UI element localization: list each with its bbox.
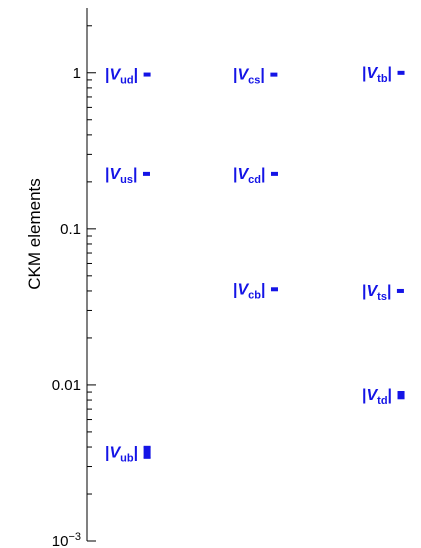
point-marker (397, 391, 405, 399)
point-label: |Vcs| (233, 67, 265, 87)
point-label: |Vtb| (362, 65, 392, 85)
data-point-group: |Vud| (105, 67, 151, 87)
data-point-group: |Vts| (362, 283, 404, 303)
y-tick-label: 0.1 (60, 221, 81, 238)
y-axis-title: CKM elements (25, 178, 44, 289)
data-point-group: |Vcb| (233, 281, 278, 301)
data-point-group: |Vcs| (233, 67, 278, 87)
data-point-group: |Vcd| (233, 166, 278, 186)
point-marker (270, 171, 278, 176)
point-label: |Vud| (105, 67, 138, 87)
data-point-group: |Vtb| (362, 65, 405, 85)
point-label: |Vtd| (362, 387, 392, 407)
data-point-group: |Vus| (105, 166, 150, 186)
point-marker (142, 171, 150, 176)
point-label: |Vus| (105, 166, 137, 186)
point-marker (270, 287, 278, 292)
point-marker (143, 72, 151, 77)
point-marker (143, 446, 151, 458)
point-label: |Vub| (105, 444, 138, 464)
point-marker (397, 70, 405, 75)
data-point-group: |Vub| (105, 444, 151, 464)
y-tick-label: 10−3 (52, 531, 81, 548)
y-tick-label: 0.01 (52, 377, 81, 394)
point-marker (396, 288, 404, 293)
y-axis: 1 0.1 0.01 10−3 (52, 8, 96, 548)
point-label: |Vcb| (233, 281, 265, 301)
point-label: |Vts| (362, 283, 391, 303)
data-point-group: |Vtd| (362, 387, 405, 407)
point-label: |Vcd| (233, 166, 265, 186)
data-points: |Vud| |Vus| |Vub| |Vcs| |Vcd| |Vcb| |Vtb| |Vts|… (105, 65, 405, 464)
y-tick-label: 1 (73, 65, 81, 82)
point-marker (270, 72, 278, 77)
